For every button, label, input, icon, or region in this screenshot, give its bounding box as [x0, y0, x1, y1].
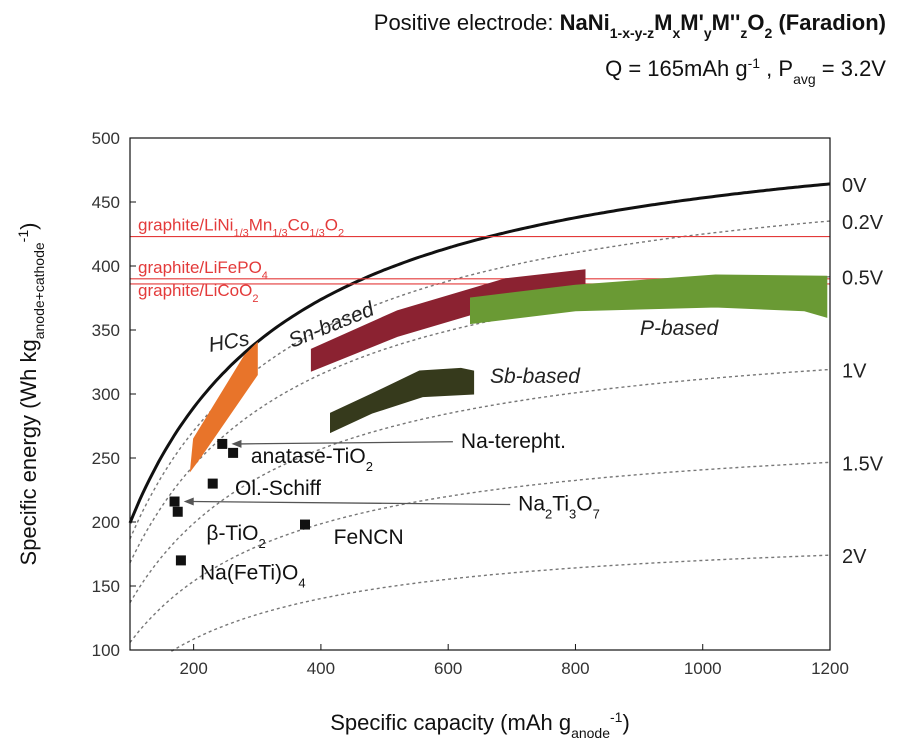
region-label: Sb-based: [490, 365, 581, 388]
x-tick-label: 1200: [811, 659, 849, 678]
voltage-label: 0.2V: [842, 212, 884, 234]
voltage-curve-2V: [171, 554, 831, 652]
x-tick-label: 1000: [684, 659, 722, 678]
voltage-label: 2V: [842, 546, 867, 568]
reference-line-label: graphite/LiCoO2: [138, 281, 258, 305]
point-na(feti)o4: [175, 555, 186, 566]
data-points: anatase-TiO2 Na-terepht. Ol.-Schiff Na2Ti3O…: [169, 430, 600, 591]
point-label-na2ti3o7: Na2Ti3O7: [518, 492, 600, 520]
voltage-label: 1.5V: [842, 453, 884, 475]
y-tick-label: 100: [92, 641, 120, 660]
y-tick-label: 450: [92, 193, 120, 212]
voltage-label: 0V: [842, 175, 867, 197]
x-axis-label: Specific capacity (mAh ganode-1): [330, 709, 630, 741]
y-tick-label: 300: [92, 385, 120, 404]
arrowhead: [231, 439, 242, 448]
x-tick-label: 600: [434, 659, 462, 678]
y-tick-label: 150: [92, 577, 120, 596]
label-arrow: [191, 500, 511, 506]
y-tick-label: 250: [92, 449, 120, 468]
y-tick-label: 400: [92, 257, 120, 276]
point-label-terepht: Na-terepht.: [461, 430, 566, 453]
point-ol.-schiff: [207, 478, 218, 489]
chart-axes: 200 400 600 800 1000 1200 100 150 200 250 300 350 40…: [15, 129, 849, 741]
chart-header: Positive electrode: NaNi1-x-y-zMxM'yM''z…: [374, 10, 887, 87]
region-hcs: [189, 341, 258, 473]
point-label-anatase: anatase-TiO2: [251, 445, 373, 474]
point-label-nafeti: Na(FeTi)O4: [200, 562, 306, 591]
header-electrode-line: Positive electrode: NaNi1-x-y-zMxM'yM''z…: [374, 10, 886, 41]
y-axis-label: Specific energy (Wh kganode+cathode-1): [15, 223, 47, 566]
arrowhead: [183, 497, 194, 506]
y-tick-label: 350: [92, 321, 120, 340]
reference-line-label: graphite/LiFePO4: [138, 258, 268, 282]
point-label-fencn: FeNCN: [334, 526, 404, 549]
point-fencn: [300, 519, 310, 530]
voltage-curve-0V: [128, 182, 831, 524]
y-tick-label: 500: [92, 129, 120, 148]
label-arrow: [239, 441, 453, 445]
header-capacity-line: Q = 165mAh g-1 , Pavg = 3.2V: [605, 55, 886, 87]
region-label: P-based: [640, 317, 720, 340]
x-tick-label: 400: [307, 659, 335, 678]
region-p-based: [470, 274, 828, 325]
point-na-terepht.: [217, 438, 228, 449]
region-sb-based: [330, 367, 475, 434]
point-na2ti3o7: [169, 496, 180, 507]
point-beta-tio2: [172, 506, 183, 517]
voltage-curves: 0V 0.2V 0.5V 1V 1.5V 2V: [128, 175, 884, 652]
point-anatase-tio2: [228, 447, 239, 458]
voltage-label: 0.5V: [842, 268, 884, 290]
point-label-schiff: Ol.-Schiff: [235, 477, 321, 500]
x-tick-label: 800: [561, 659, 589, 678]
reference-line-label: graphite/LiNi1/3Mn1/3Co1/3O2: [138, 216, 344, 240]
y-tick-label: 200: [92, 513, 120, 532]
voltage-curve-1.5V: [129, 461, 831, 643]
voltage-label: 1V: [842, 361, 867, 383]
x-tick-label: 200: [179, 659, 207, 678]
voltage-curve-1V: [129, 368, 831, 604]
point-label-beta: β-TiO2: [206, 522, 265, 551]
